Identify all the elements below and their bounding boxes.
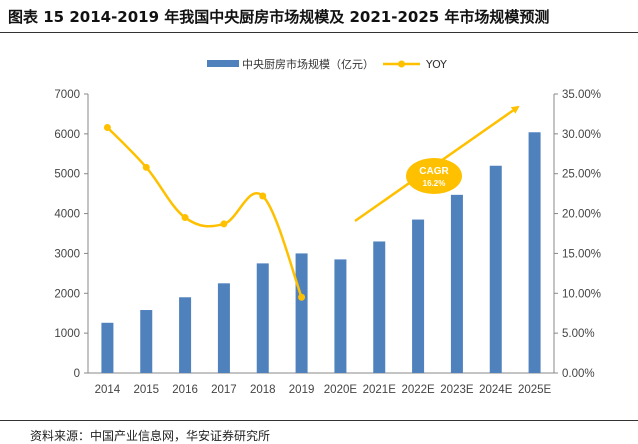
bar xyxy=(179,297,192,373)
yoy-point xyxy=(259,192,267,200)
x-axis-tick-label: 2021E xyxy=(363,384,397,396)
x-axis-tick-label: 2016 xyxy=(172,384,198,396)
cagr-annotation: CAGR 16.2% xyxy=(354,105,520,223)
legend-line-label: YOY xyxy=(425,58,447,71)
top-rule xyxy=(0,32,638,33)
x-axis-tick-label: 2025E xyxy=(518,384,552,396)
left-axis-tick-label: 6000 xyxy=(54,129,80,141)
right-axis-tick-label: 30.00% xyxy=(562,129,601,141)
left-axis-tick-label: 4000 xyxy=(54,209,80,221)
left-axis-tick-label: 3000 xyxy=(54,248,80,260)
yoy-point xyxy=(298,293,306,301)
yoy-series xyxy=(103,123,306,301)
bar xyxy=(256,263,269,373)
yoy-point xyxy=(103,123,111,131)
bottom-rule xyxy=(0,420,638,421)
x-axis-tick-label: 2014 xyxy=(95,384,121,396)
cagr-badge xyxy=(406,158,462,194)
right-axis-tick-label: 35.00% xyxy=(562,89,601,101)
bar xyxy=(373,241,386,373)
right-axis-tick-label: 25.00% xyxy=(562,169,601,181)
legend-bar-swatch xyxy=(207,60,239,67)
right-axis-tick-label: 10.00% xyxy=(562,288,601,300)
right-axis-tick-label: 5.00% xyxy=(562,328,595,340)
x-axis-tick-label: 2015 xyxy=(133,384,159,396)
bar xyxy=(140,310,153,373)
bar xyxy=(450,194,463,373)
x-axis-tick-label: 2018 xyxy=(250,384,276,396)
bar xyxy=(217,283,230,373)
x-axis-tick-label: 2019 xyxy=(289,384,315,396)
x-axis-tick-label: 2022E xyxy=(401,384,435,396)
legend: 中央厨房市场规模（亿元） YOY xyxy=(207,57,447,71)
yoy-point xyxy=(181,214,189,222)
legend-line-marker xyxy=(398,60,405,68)
left-axis-tick-label: 5000 xyxy=(54,169,80,181)
axes: 0 1000 2000 3000 4000 5000 6000 7000 0.00% 5.00% 1… xyxy=(54,89,601,396)
source-note: 资料来源：中国产业信息网，华安证券研究所 xyxy=(30,429,271,443)
right-axis-tick-label: 20.00% xyxy=(562,209,601,221)
right-axis-tick-label: 15.00% xyxy=(562,248,601,260)
figure-title: 图表 15 2014-2019 年我国中央厨房市场规模及 2021-2025 年… xyxy=(8,8,550,26)
bar xyxy=(489,165,502,373)
left-axis-tick-label: 1000 xyxy=(54,328,80,340)
bar xyxy=(528,132,541,373)
x-axis-tick-label: 2024E xyxy=(479,384,513,396)
chart-area: 中央厨房市场规模（亿元） YOY 0 1000 2000 3000 4000 5000 60… xyxy=(54,57,601,396)
left-axis-tick-label: 0 xyxy=(74,368,80,380)
cagr-label: CAGR xyxy=(419,166,449,177)
legend-bar-label: 中央厨房市场规模（亿元） xyxy=(242,57,374,71)
x-axis-tick-label: 2023E xyxy=(440,384,474,396)
x-axis-tick-label: 2017 xyxy=(211,384,237,396)
cagr-value: 16.2% xyxy=(423,179,446,188)
left-axis-tick-label: 2000 xyxy=(54,288,80,300)
left-axis-tick-label: 7000 xyxy=(54,89,80,101)
bar xyxy=(412,219,425,373)
yoy-line xyxy=(106,126,303,298)
right-axis-tick-label: 0.00% xyxy=(562,368,595,380)
x-axis-tick-label: 2020E xyxy=(324,384,358,396)
bar xyxy=(295,253,308,373)
yoy-point xyxy=(220,220,228,228)
yoy-point xyxy=(142,163,150,171)
bar xyxy=(101,322,114,373)
bar xyxy=(334,259,347,373)
bar-series xyxy=(101,132,541,373)
